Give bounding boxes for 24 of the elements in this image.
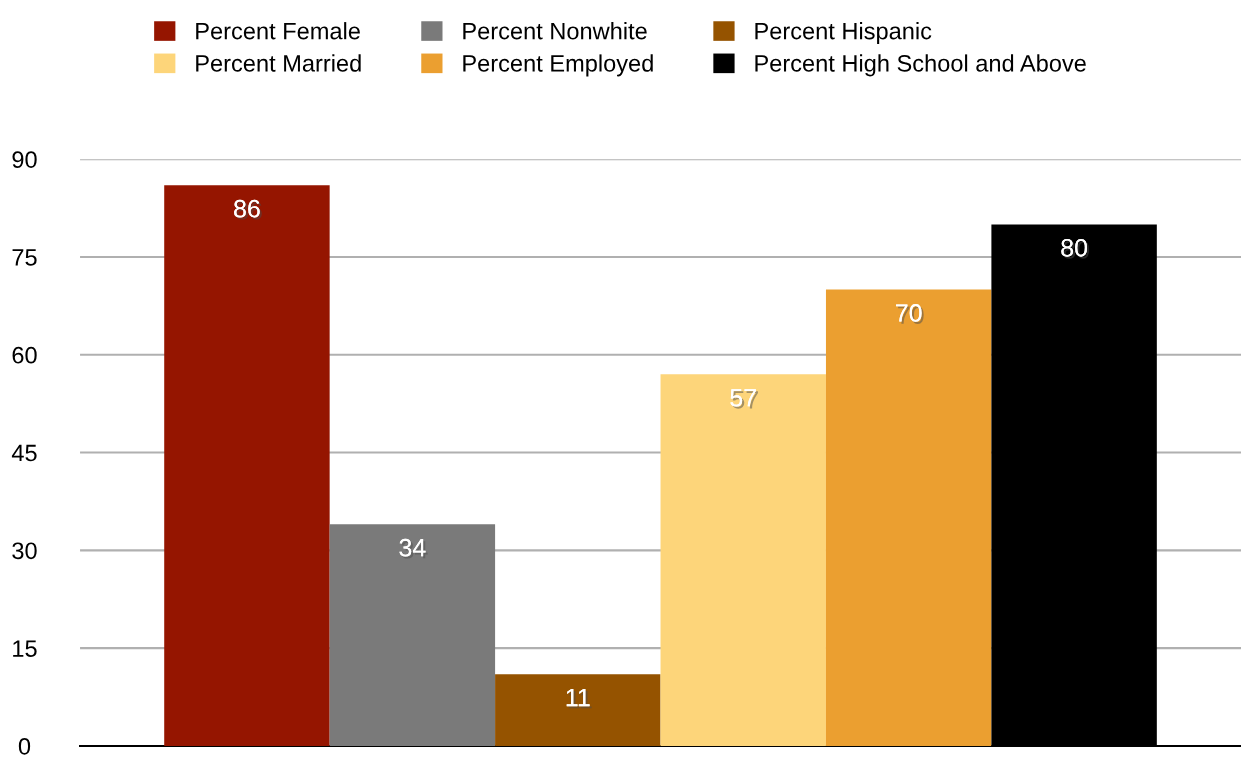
legend-label: Percent High School and Above xyxy=(755,54,1086,77)
y-tick-label: 0 xyxy=(18,738,31,755)
data-label: 70 xyxy=(896,304,924,324)
y-tick-label: 45 xyxy=(11,444,37,462)
legend-label: Percent Female xyxy=(196,22,360,40)
legend-label: Percent Hispanic xyxy=(755,22,932,45)
bar xyxy=(825,289,992,746)
y-tick-label: 60 xyxy=(12,346,37,364)
legend-label: Percent Married xyxy=(196,54,361,72)
y-tick-label: 15 xyxy=(13,640,37,657)
y-tick-label: 90 xyxy=(12,151,37,168)
data-label: 11 xyxy=(566,689,592,709)
data-label: 86 xyxy=(234,199,262,220)
bar xyxy=(164,185,330,746)
bar xyxy=(495,674,661,746)
data-label: 57 xyxy=(730,389,758,409)
y-tick-label: 30 xyxy=(12,542,37,560)
y-tick-label: 75 xyxy=(12,249,37,266)
data-label: 34 xyxy=(399,538,428,559)
bar xyxy=(660,374,826,746)
bar xyxy=(329,524,496,746)
legend-label: Percent Nonwhite xyxy=(463,22,647,40)
legend-label: Percent Employed xyxy=(463,54,653,77)
data-label: 80 xyxy=(1061,238,1090,259)
